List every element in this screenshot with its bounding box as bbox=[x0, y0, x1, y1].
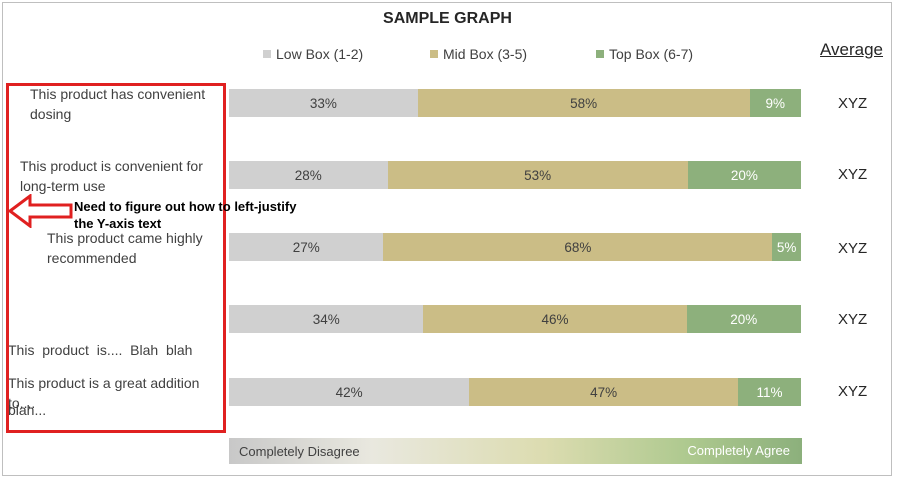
average-value-4: XYZ bbox=[838, 311, 868, 328]
average-value-3: XYZ bbox=[838, 240, 868, 257]
bar-1-low: 33% bbox=[229, 89, 418, 117]
bar-1-mid: 58% bbox=[417, 89, 750, 117]
bar-2-low: 28% bbox=[229, 161, 388, 189]
bar-4-low: 34% bbox=[229, 305, 424, 333]
bar-4-mid-value-label: 46% bbox=[541, 311, 569, 327]
category-label-5-line1: This product is a great addition bbox=[8, 375, 200, 391]
bar-2-top: 20% bbox=[687, 161, 801, 189]
bar-1-low-value-label: 33% bbox=[309, 95, 337, 111]
average-value-5: XYZ bbox=[838, 383, 868, 400]
legend-swatch-low bbox=[263, 50, 271, 58]
legend-label-mid: Mid Box (3-5) bbox=[443, 46, 528, 62]
category-label-5: This product is a great addition to.... bbox=[8, 373, 220, 413]
bar-5-mid: 47% bbox=[469, 378, 739, 406]
bar-3-low-value-label: 27% bbox=[292, 239, 320, 255]
bar-3-top-value-label: 5% bbox=[776, 239, 797, 255]
bar-5-mid-value-label: 47% bbox=[590, 384, 618, 400]
category-label-3: This product came highly recommended bbox=[47, 228, 222, 268]
bar-2-low-value-label: 28% bbox=[294, 167, 322, 183]
category-label-1-line1: This product has convenient bbox=[30, 86, 206, 102]
legend-item-top-box: Top Box (6-7) bbox=[596, 46, 693, 62]
bar-1-top-value-label: 9% bbox=[765, 95, 785, 111]
average-header: Average bbox=[820, 40, 884, 59]
category-label-4-line2: blah... bbox=[8, 402, 47, 418]
category-label-1-line2: dosing bbox=[30, 106, 72, 122]
bar-5-top-value-label: 11% bbox=[756, 384, 783, 400]
annotation-red-box bbox=[6, 83, 226, 433]
legend-swatch-top bbox=[596, 50, 604, 58]
left-arrow-icon bbox=[8, 194, 73, 228]
bar-3-mid: 68% bbox=[383, 233, 773, 261]
bar-4-top-value-label: 20% bbox=[730, 311, 758, 327]
bar-3-mid-value-label: 68% bbox=[564, 239, 592, 255]
scale-left-label: Completely Disagree bbox=[239, 444, 360, 459]
category-label-4-line1: This product is.... Blah blah bbox=[8, 342, 193, 358]
bar-1-mid-value-label: 58% bbox=[570, 95, 598, 111]
bar-2-top-value-label: 20% bbox=[730, 167, 758, 183]
bar-3-top: 5% bbox=[772, 233, 801, 261]
scale-right-label: Completely Agree bbox=[687, 443, 790, 458]
legend-label-low: Low Box (1-2) bbox=[276, 46, 364, 62]
bar-4-low-value-label: 34% bbox=[312, 311, 340, 327]
category-label-2: This product is convenient for long-term… bbox=[20, 156, 220, 196]
bar-2-mid: 53% bbox=[387, 161, 688, 189]
bar-5-top: 11% bbox=[738, 378, 801, 406]
category-label-4: This product is.... Blah blah blah... bbox=[8, 300, 220, 440]
bar-4-mid: 46% bbox=[423, 305, 687, 333]
agreement-scale-bar: Completely Disagree Completely Agree bbox=[229, 438, 802, 464]
category-label-2-line2: long-term use bbox=[20, 178, 106, 194]
bar-5-low: 42% bbox=[229, 378, 470, 406]
average-value-1: XYZ bbox=[838, 95, 868, 112]
bar-1-top: 9% bbox=[749, 89, 801, 117]
annotation-note-line2: the Y-axis text bbox=[74, 216, 162, 231]
category-label-2-line1: This product is convenient for bbox=[20, 158, 203, 174]
legend-item-mid-box: Mid Box (3-5) bbox=[430, 46, 527, 62]
category-label-3-line1: This product came highly bbox=[47, 230, 203, 246]
annotation-note-line1: Need to figure out how to left-justify bbox=[74, 199, 297, 214]
legend-swatch-mid bbox=[430, 50, 438, 58]
chart-title: SAMPLE GRAPH bbox=[383, 10, 512, 27]
bar-4-top: 20% bbox=[686, 305, 801, 333]
category-label-1: This product has convenient dosing bbox=[30, 84, 220, 124]
category-label-3-line2: recommended bbox=[47, 250, 137, 266]
legend-item-low-box: Low Box (1-2) bbox=[263, 46, 363, 62]
bar-2-mid-value-label: 53% bbox=[524, 167, 552, 183]
category-label-5-line2: to.... bbox=[8, 395, 36, 411]
annotation-note: Need to figure out how to left-justify t… bbox=[74, 198, 324, 232]
average-value-2: XYZ bbox=[838, 166, 868, 183]
legend-label-top: Top Box (6-7) bbox=[609, 46, 694, 62]
bar-3-low: 27% bbox=[229, 233, 384, 261]
bar-5-low-value-label: 42% bbox=[335, 384, 363, 400]
